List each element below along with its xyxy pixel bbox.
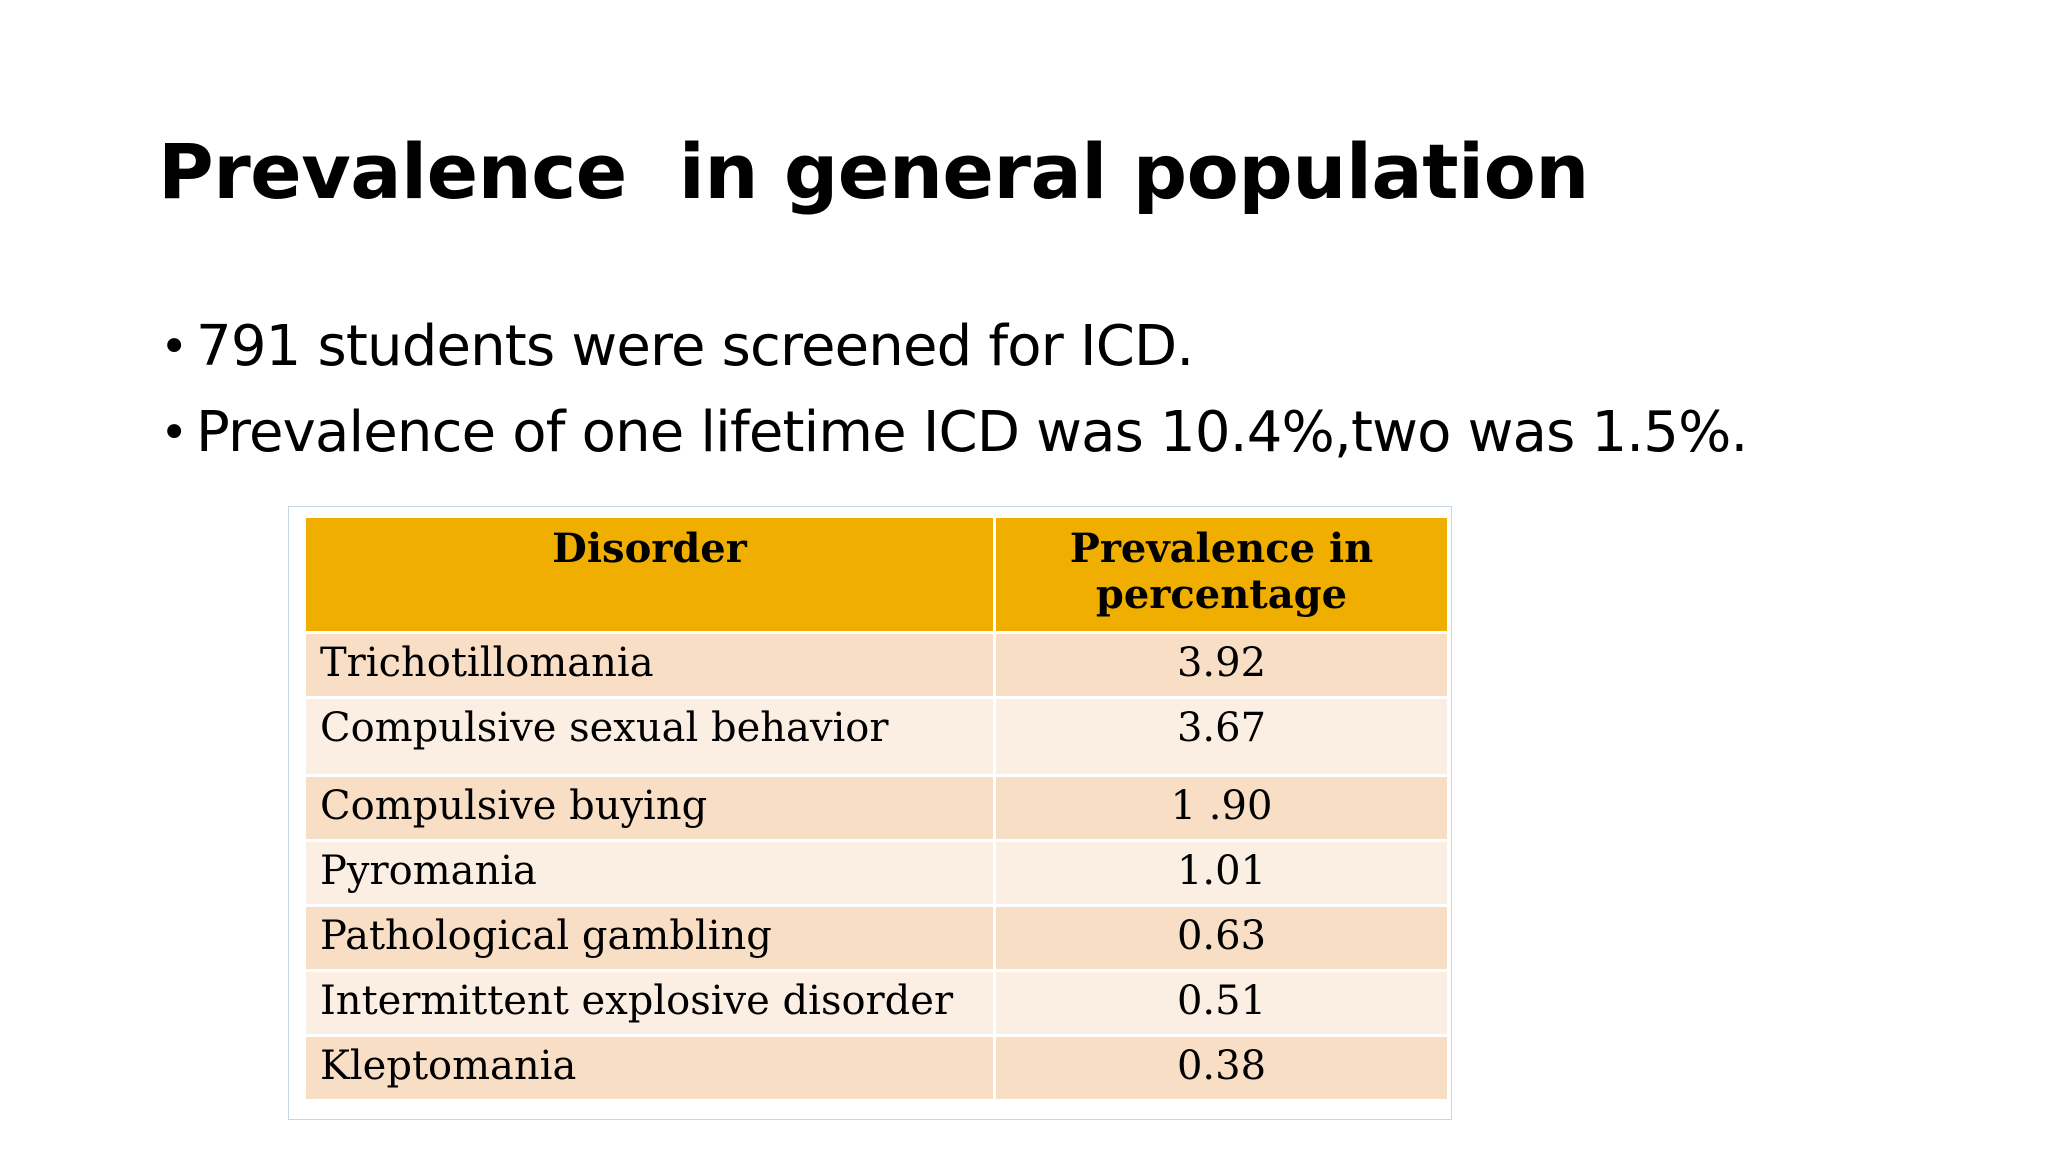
bullet-item: • 791 students were screened for ICD. (158, 304, 1748, 390)
bullet-dot-icon: • (160, 405, 188, 461)
disorder-cell: Kleptomania (303, 1034, 996, 1102)
table-header-row: Disorder Prevalence in percentage (303, 515, 1450, 634)
disorder-cell: Compulsive sexual behavior (303, 696, 996, 777)
table-row: Compulsive sexual behavior 3.67 (303, 696, 1450, 777)
table-row: Trichotillomania 3.92 (303, 631, 1450, 699)
prevalence-cell: 3.67 (993, 696, 1450, 777)
bullet-list: • 791 students were screened for ICD. • … (158, 304, 1748, 476)
slide-title: Prevalence in general population (158, 127, 1589, 216)
table-row: Compulsive buying 1 .90 (303, 774, 1450, 842)
disorder-cell: Trichotillomania (303, 631, 996, 699)
prevalence-cell: 0.38 (993, 1034, 1450, 1102)
bullet-text: 791 students were screened for ICD. (196, 314, 1194, 379)
header-prevalence: Prevalence in percentage (993, 515, 1450, 634)
table-image-frame: Disorder Prevalence in percentage Tricho… (288, 506, 1452, 1120)
table-row: Kleptomania 0.38 (303, 1034, 1450, 1102)
prevalence-table: Disorder Prevalence in percentage Tricho… (303, 515, 1450, 1102)
prevalence-cell: 1 .90 (993, 774, 1450, 842)
disorder-cell: Pathological gambling (303, 904, 996, 972)
prevalence-cell: 3.92 (993, 631, 1450, 699)
prevalence-cell: 0.51 (993, 969, 1450, 1037)
table-row: Intermittent explosive disorder 0.51 (303, 969, 1450, 1037)
prevalence-cell: 1.01 (993, 839, 1450, 907)
bullet-dot-icon: • (160, 319, 188, 375)
table-row: Pathological gambling 0.63 (303, 904, 1450, 972)
header-disorder: Disorder (303, 515, 996, 634)
bullet-text: Prevalence of one lifetime ICD was 10.4%… (196, 400, 1748, 465)
bullet-item: • Prevalence of one lifetime ICD was 10.… (158, 390, 1748, 476)
disorder-cell: Pyromania (303, 839, 996, 907)
prevalence-cell: 0.63 (993, 904, 1450, 972)
disorder-cell: Intermittent explosive disorder (303, 969, 996, 1037)
table-row: Pyromania 1.01 (303, 839, 1450, 907)
disorder-cell: Compulsive buying (303, 774, 996, 842)
